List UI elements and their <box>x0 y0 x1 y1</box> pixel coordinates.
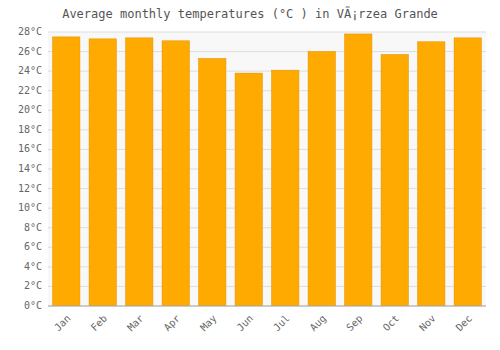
x-tick-label: Feb <box>89 313 110 334</box>
x-tick-label: Nov <box>417 313 438 334</box>
bar <box>199 58 226 306</box>
chart-container: 0°C 2°C 4°C 6°C 8°C 10°C 12°C 14°C 16°C 18°C 20°C 2… <box>0 0 500 350</box>
y-tick-label: 4°C <box>24 261 42 272</box>
bars <box>53 34 482 306</box>
bar <box>235 73 262 306</box>
x-tick-label: Apr <box>162 313 183 334</box>
plot-background <box>48 32 486 306</box>
y-tick-label: 20°C <box>18 104 42 115</box>
x-tick-label: Dec <box>454 313 475 334</box>
x-tick-label: Jan <box>52 313 73 334</box>
x-axis: Jan Feb Mar Apr May Jun Jul Aug Sep Oct Nov Dec <box>48 306 486 333</box>
x-tick-label: Jun <box>235 313 256 334</box>
y-axis: 0°C 2°C 4°C 6°C 8°C 10°C 12°C 14°C 16°C 18°C 20°C 2… <box>18 26 42 311</box>
y-tick-label: 0°C <box>24 300 42 311</box>
y-tick-label: 18°C <box>18 124 42 135</box>
grid-line <box>48 32 486 33</box>
y-tick-label: 8°C <box>24 222 42 233</box>
x-axis-line <box>48 306 486 307</box>
bar <box>345 34 372 306</box>
bar <box>308 52 335 306</box>
y-tick-label: 14°C <box>18 163 42 174</box>
bar <box>126 38 153 306</box>
y-tick-label: 22°C <box>18 85 42 96</box>
y-tick-label: 26°C <box>18 46 42 57</box>
x-tick-label: May <box>198 313 219 334</box>
x-tick-label: Jul <box>271 313 292 334</box>
chart-svg: 0°C 2°C 4°C 6°C 8°C 10°C 12°C 14°C 16°C 18°C 20°C 2… <box>0 0 500 350</box>
y-tick-label: 24°C <box>18 65 42 76</box>
title: Average monthly temperatures (°C ) in VÃ… <box>62 6 438 21</box>
bar <box>272 70 299 306</box>
x-tick-label: Oct <box>381 313 402 334</box>
grid-line <box>48 306 486 307</box>
bar <box>162 41 189 306</box>
y-tick-label: 16°C <box>18 143 42 154</box>
bar <box>454 38 481 306</box>
bar <box>89 39 116 306</box>
y-tick-label: 6°C <box>24 241 42 252</box>
grid <box>48 32 486 306</box>
y-tick-label: 12°C <box>18 183 42 194</box>
x-tick-label: Mar <box>125 313 146 334</box>
bar <box>53 37 80 306</box>
y-tick-label: 10°C <box>18 202 42 213</box>
x-tick-label: Aug <box>308 313 329 334</box>
y-tick-label: 28°C <box>18 26 42 37</box>
x-tick-label: Sep <box>344 313 365 334</box>
bar <box>381 55 408 306</box>
bar <box>418 42 445 306</box>
y-tick-label: 2°C <box>24 280 42 291</box>
